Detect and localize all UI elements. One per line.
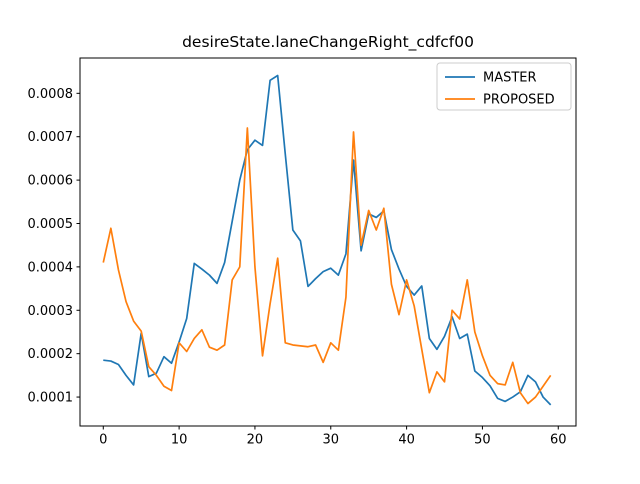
x-tick-label: 10: [171, 433, 188, 448]
series-line-master: [103, 74, 552, 406]
x-tick-label: 30: [322, 433, 339, 448]
chart-title: desireState.laneChangeRight_cdfcf00: [182, 33, 474, 52]
y-tick-label: 0.0008: [28, 87, 74, 102]
legend-label-proposed: PROPOSED: [483, 93, 555, 108]
x-tick-label: 60: [550, 433, 567, 448]
legend: MASTER PROPOSED: [436, 62, 572, 111]
y-tick-label: 0.0006: [28, 174, 74, 189]
axis-ticks: 0 10 20 30 40 50 60 0.0001 0.0002 0.0003 0.0004 0.0…: [28, 87, 567, 448]
series-line-proposed: [102, 127, 552, 405]
y-tick-label: 0.0007: [28, 130, 74, 145]
x-tick-label: 20: [247, 433, 264, 448]
x-tick-label: 0: [99, 433, 107, 448]
y-tick-label: 0.0002: [28, 347, 74, 362]
y-tick-label: 0.0003: [28, 304, 74, 319]
y-tick-label: 0.0005: [28, 217, 74, 232]
y-tick-label: 0.0004: [28, 260, 74, 275]
data-series: [102, 74, 552, 406]
x-tick-label: 50: [474, 433, 491, 448]
y-tick-label: 0.0001: [28, 391, 74, 406]
legend-label-master: MASTER: [483, 71, 537, 86]
axes-frame: [79, 57, 577, 427]
x-tick-label: 40: [398, 433, 415, 448]
